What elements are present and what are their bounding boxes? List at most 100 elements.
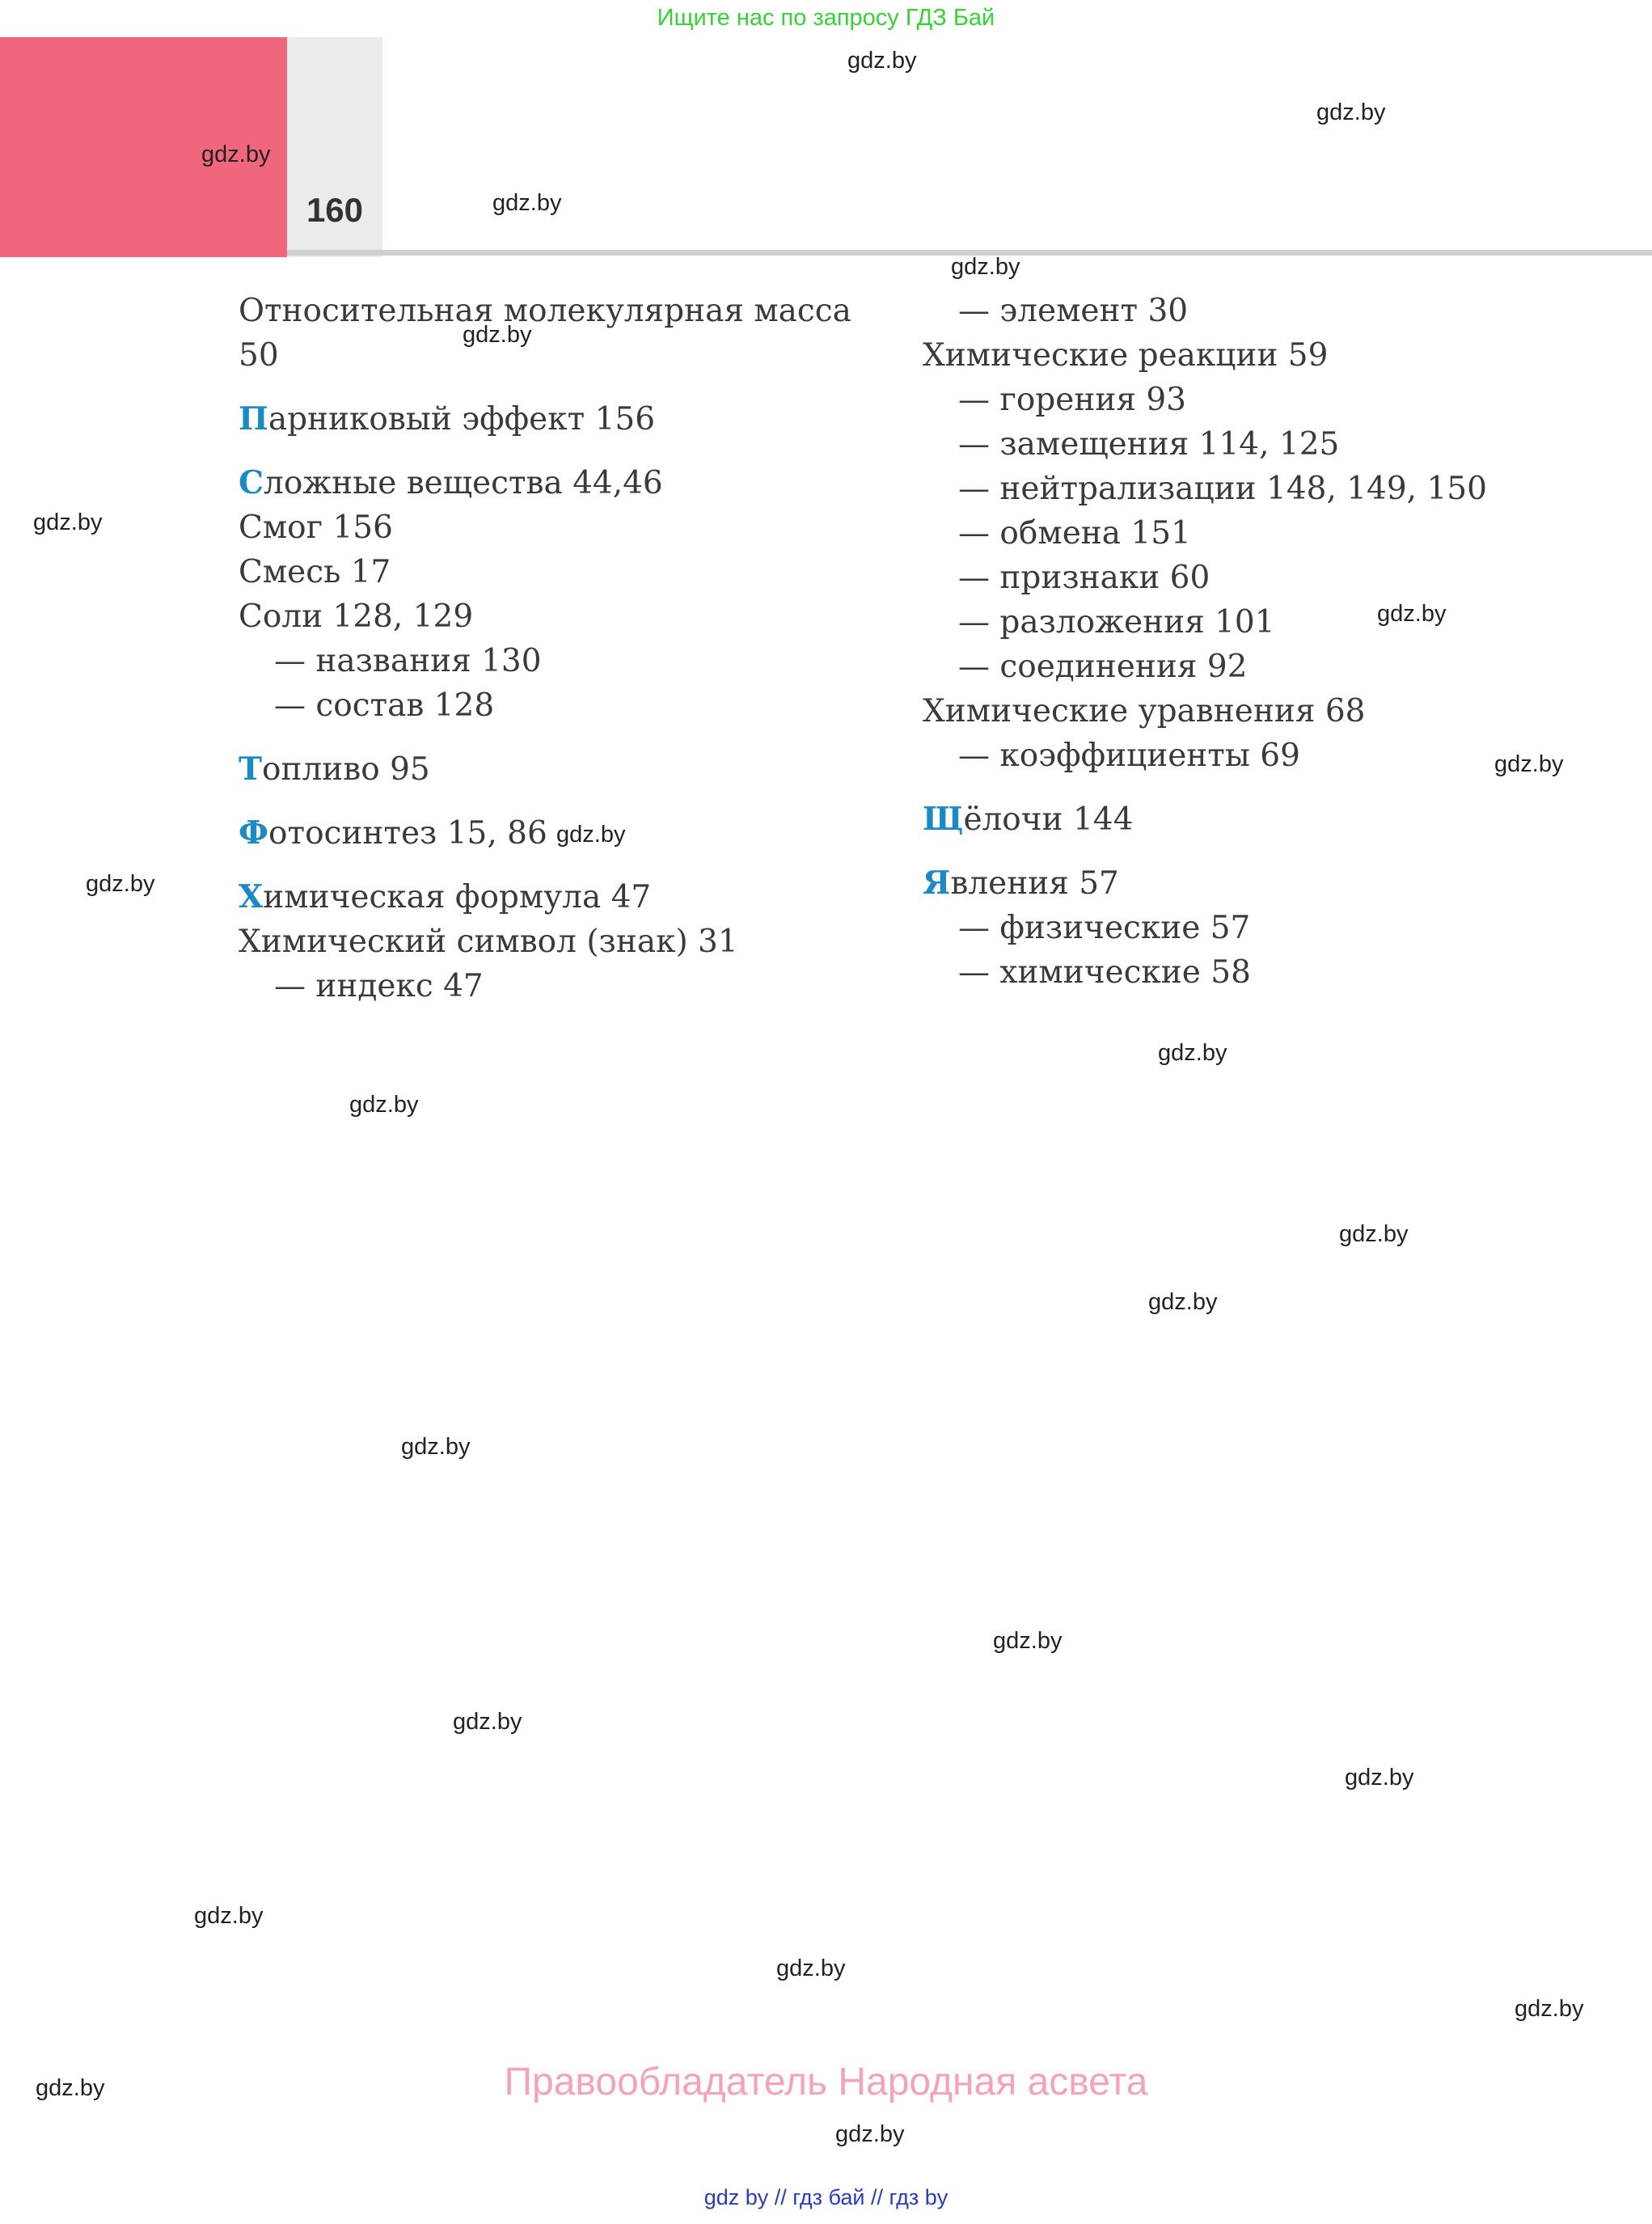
watermark-text: gdz.by xyxy=(33,509,103,535)
index-group: Относительная молекулярная масса 50 xyxy=(239,289,885,378)
index-entry: Сложные вещества 44,46 xyxy=(239,461,885,505)
page-number: 160 xyxy=(306,191,364,229)
index-subentry: — химические 58 xyxy=(923,950,1634,995)
index-subentry: — обмена 151 xyxy=(923,511,1634,556)
index-entry-text: Химические реакции 59 xyxy=(923,337,1329,374)
watermark-text: gdz.by xyxy=(1377,601,1447,627)
index-letter-initial: Щ xyxy=(923,801,964,838)
index-entry-text: — названия 130 xyxy=(274,643,542,679)
watermark-text: gdz.by xyxy=(194,1903,264,1929)
index-column-right: — элемент 30 Химические реакции 59 — горен… xyxy=(923,289,1634,995)
index-subentry: — разложения 101 xyxy=(923,600,1634,645)
top-banner: Ищите нас по запросу ГДЗ Бай xyxy=(657,5,995,31)
index-entry: Химический символ (знак) 31 xyxy=(239,920,885,964)
index-entry: Химические уравнения 68 xyxy=(923,689,1634,734)
watermark-text: gdz.by xyxy=(556,822,626,848)
index-group: Топливо 95 xyxy=(239,747,885,792)
index-letter-initial: Х xyxy=(239,878,264,915)
index-entry: Смог 156 xyxy=(239,505,885,550)
index-entry-text: Относительная молекулярная масса 50 xyxy=(239,293,851,374)
watermark-text: gdz.by xyxy=(847,48,917,74)
watermark-text: gdz.by xyxy=(349,1092,419,1118)
index-entry-text: — коэффициенты 69 xyxy=(958,738,1300,774)
index-entry-text: отосинтез 15, 86 xyxy=(268,815,547,852)
index-subentry: — состав 128 xyxy=(239,683,885,728)
index-group: — элемент 30 Химические реакции 59 — горен… xyxy=(923,289,1634,778)
header-rule xyxy=(287,250,1652,256)
watermark-text: gdz.by xyxy=(36,2075,105,2101)
index-entry-text: — обмена 151 xyxy=(958,515,1191,552)
index-subentry: — горения 93 xyxy=(923,378,1634,422)
header-number-block xyxy=(287,37,382,257)
watermark-text: gdz.by xyxy=(463,322,532,348)
index-letter-initial: С xyxy=(239,464,264,501)
index-letter-initial: П xyxy=(239,400,268,438)
index-subentry: — названия 130 xyxy=(239,639,885,683)
index-entry: Смесь 17 xyxy=(239,550,885,594)
index-column-left: Относительная молекулярная масса 50 Парни… xyxy=(239,289,885,1008)
index-entry: Топливо 95 xyxy=(239,747,885,792)
watermark-text: gdz.by xyxy=(835,2121,905,2147)
index-entry: Химическая формула 47 xyxy=(239,875,885,920)
index-entry-text: Соли 128, 129 xyxy=(239,598,474,635)
index-entry: Щёлочи 144 xyxy=(923,797,1634,842)
index-group: Щёлочи 144 xyxy=(923,797,1634,842)
index-group: Явления 57 — физические 57 — химические 58 xyxy=(923,861,1634,995)
index-group: Парниковый эффект 156 xyxy=(239,397,885,442)
watermark-text: gdz.by xyxy=(401,1434,471,1460)
index-entry: Относительная молекулярная масса 50 xyxy=(239,289,885,378)
watermark-text: gdz.by xyxy=(1148,1289,1218,1315)
index-subentry: — индекс 47 xyxy=(239,964,885,1008)
index-entry: Химические реакции 59 xyxy=(923,333,1634,378)
watermark-text: gdz.by xyxy=(1339,1221,1409,1247)
index-subentry: — признаки 60 xyxy=(923,556,1634,600)
watermark-text: gdz.by xyxy=(993,1628,1063,1654)
index-entry: Парниковый эффект 156 xyxy=(239,397,885,442)
index-letter-initial: Т xyxy=(239,750,263,788)
index-entry: Фотосинтез 15, 86 xyxy=(239,811,885,856)
index-subentry: — соединения 92 xyxy=(923,645,1634,689)
index-entry-text: — разложения 101 xyxy=(958,604,1275,641)
index-entry-text: Химический символ (знак) 31 xyxy=(239,924,738,960)
index-entry-text: — индекс 47 xyxy=(274,968,484,1004)
watermark-text: gdz.by xyxy=(1158,1040,1227,1066)
index-entry-text: ёлочи 144 xyxy=(963,801,1134,838)
index-entry-text: опливо 95 xyxy=(262,751,430,788)
index-entry-text: — признаки 60 xyxy=(958,560,1210,596)
index-entry-text: арниковый эффект 156 xyxy=(268,401,656,438)
index-entry-text: имическая формула 47 xyxy=(263,879,652,915)
index-entry-text: Смесь 17 xyxy=(239,554,391,590)
header-color-block xyxy=(0,37,287,257)
watermark-text: gdz.by xyxy=(201,142,271,167)
watermark-text: gdz.by xyxy=(1515,1996,1584,2022)
index-entry-text: Смог 156 xyxy=(239,509,393,546)
index-subentry: — физические 57 xyxy=(923,906,1634,950)
index-entry-text: — нейтрализации 148, 149, 150 xyxy=(958,471,1487,507)
index-group: Химическая формула 47 Химический символ (… xyxy=(239,875,885,1008)
index-letter-initial: Ф xyxy=(239,814,269,852)
index-subentry: — замещения 114, 125 xyxy=(923,422,1634,467)
index-entry: Явления 57 xyxy=(923,861,1634,906)
index-entry-text: — физические 57 xyxy=(958,910,1251,946)
index-subentry: — элемент 30 xyxy=(923,289,1634,333)
watermark-text: gdz.by xyxy=(453,1709,522,1735)
copyright-notice: Правообладатель Народная асвета xyxy=(504,2061,1148,2103)
index-group: Сложные вещества 44,46 Смог 156 Смесь 17 Со… xyxy=(239,461,885,728)
index-group: Фотосинтез 15, 86 xyxy=(239,811,885,856)
index-entry-text: ложные вещества 44,46 xyxy=(264,465,663,501)
index-entry-text: — горения 93 xyxy=(958,382,1186,418)
index-subentry: — нейтрализации 148, 149, 150 xyxy=(923,467,1634,511)
index-entry-text: вления 57 xyxy=(950,865,1119,902)
watermark-text: gdz.by xyxy=(776,1956,846,1981)
index-subentry: — коэффициенты 69 xyxy=(923,734,1634,778)
index-entry-text: — химические 58 xyxy=(958,954,1251,991)
index-letter-initial: Я xyxy=(923,865,951,902)
watermark-text: gdz.by xyxy=(951,254,1020,280)
index-entry-text: Химические уравнения 68 xyxy=(923,693,1366,729)
index-entry-text: — замещения 114, 125 xyxy=(958,426,1340,463)
watermark-text: gdz.by xyxy=(86,871,155,897)
watermark-text: gdz.by xyxy=(1345,1765,1414,1791)
watermark-text: gdz.by xyxy=(1494,751,1564,777)
index-entry-text: — соединения 92 xyxy=(958,649,1248,685)
footer-links[interactable]: gdz by // гдз бай // гдз by xyxy=(703,2185,949,2209)
